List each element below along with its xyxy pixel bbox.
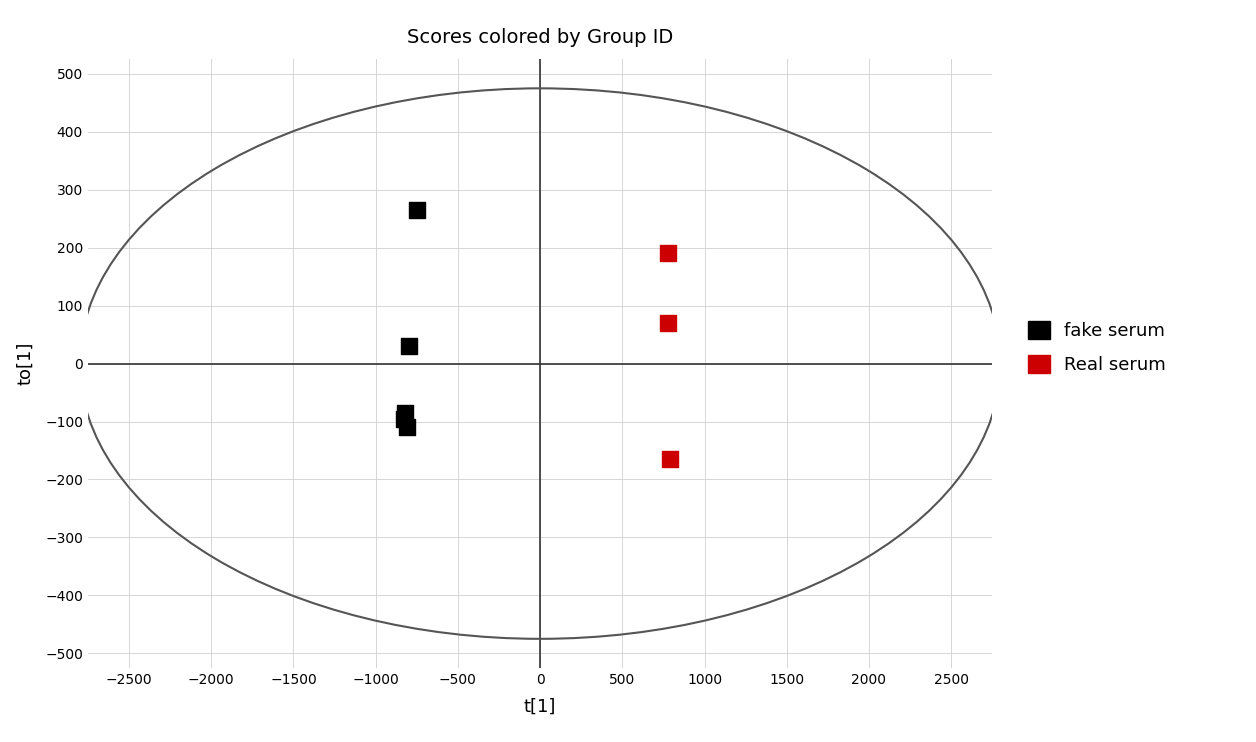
fake serum	[398, 341, 418, 352]
fake serum	[397, 421, 417, 433]
Real serum	[658, 248, 678, 260]
Real serum	[659, 453, 679, 465]
fake serum	[396, 407, 416, 418]
Real serum	[658, 317, 678, 329]
Y-axis label: to[1]: to[1]	[16, 342, 34, 385]
Legend: fake serum, Real serum: fake serum, Real serum	[1020, 312, 1176, 383]
fake serum	[407, 204, 427, 216]
Title: Scores colored by Group ID: Scores colored by Group ID	[407, 27, 673, 47]
fake serum	[393, 413, 413, 424]
X-axis label: t[1]: t[1]	[524, 697, 556, 716]
